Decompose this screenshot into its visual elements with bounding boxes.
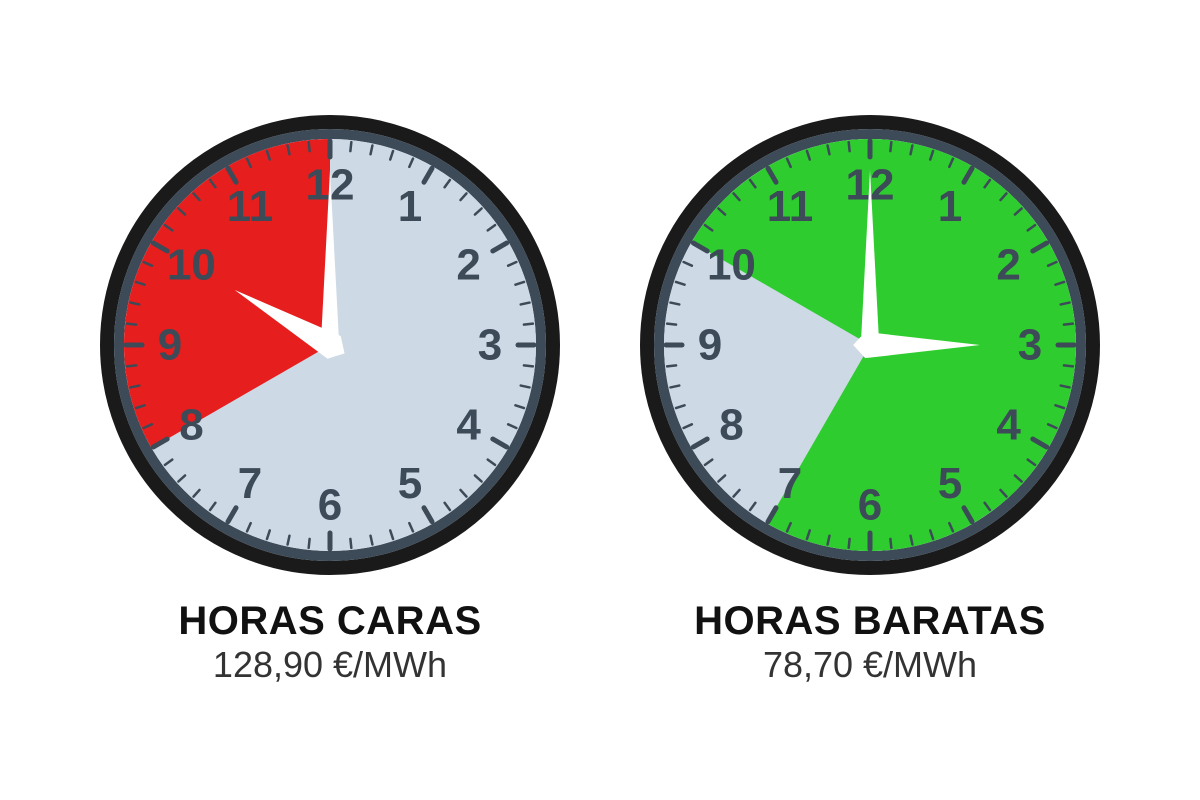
- svg-text:4: 4: [456, 400, 481, 449]
- svg-text:9: 9: [158, 320, 182, 369]
- svg-text:9: 9: [698, 320, 722, 369]
- expensive-clock: 123456789101112: [100, 115, 560, 575]
- cheap-label: HORAS BARATAS 78,70 €/MWh: [694, 599, 1046, 686]
- expensive-hours-block: 123456789101112 HORAS CARAS 128,90 €/MWh: [100, 115, 560, 686]
- cheap-clock: 123456789101112: [640, 115, 1100, 575]
- svg-text:5: 5: [938, 459, 962, 508]
- svg-text:10: 10: [707, 240, 756, 289]
- expensive-label: HORAS CARAS 128,90 €/MWh: [178, 599, 481, 686]
- svg-text:1: 1: [938, 181, 962, 230]
- svg-text:6: 6: [318, 480, 342, 529]
- svg-text:1: 1: [398, 181, 422, 230]
- cheap-price: 78,70 €/MWh: [694, 644, 1046, 686]
- svg-text:7: 7: [238, 459, 262, 508]
- svg-text:2: 2: [996, 240, 1020, 289]
- cheap-title: HORAS BARATAS: [694, 599, 1046, 644]
- svg-text:8: 8: [719, 400, 743, 449]
- svg-text:11: 11: [227, 181, 274, 230]
- svg-text:11: 11: [767, 181, 814, 230]
- expensive-title: HORAS CARAS: [178, 599, 481, 644]
- svg-text:10: 10: [167, 240, 216, 289]
- svg-text:8: 8: [179, 400, 203, 449]
- svg-text:7: 7: [778, 459, 802, 508]
- expensive-price: 128,90 €/MWh: [178, 644, 481, 686]
- svg-text:4: 4: [996, 400, 1021, 449]
- svg-text:3: 3: [478, 320, 502, 369]
- svg-text:3: 3: [1018, 320, 1042, 369]
- svg-text:6: 6: [858, 480, 882, 529]
- svg-text:5: 5: [398, 459, 422, 508]
- svg-text:2: 2: [456, 240, 480, 289]
- cheap-hours-block: 123456789101112 HORAS BARATAS 78,70 €/MW…: [640, 115, 1100, 686]
